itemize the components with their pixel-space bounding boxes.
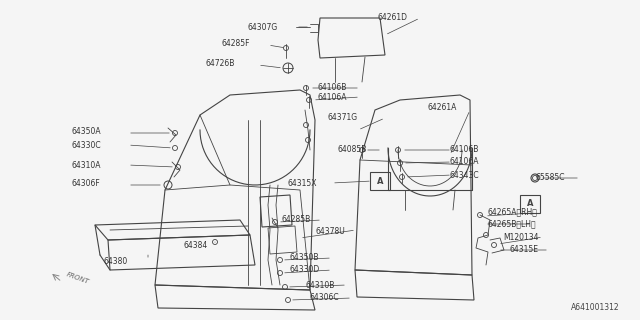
Text: 64265B〈LH〉: 64265B〈LH〉: [488, 220, 536, 228]
Text: 64330C: 64330C: [72, 140, 102, 149]
Text: FRONT: FRONT: [65, 271, 90, 285]
Text: 64310B: 64310B: [305, 281, 334, 290]
Text: 64261A: 64261A: [428, 103, 458, 113]
Text: 64307G: 64307G: [248, 22, 278, 31]
Text: 64384: 64384: [183, 242, 207, 251]
Text: 65585C: 65585C: [536, 172, 566, 181]
Text: 64285F: 64285F: [222, 38, 250, 47]
Text: 64315E: 64315E: [509, 245, 538, 254]
Text: A641001312: A641001312: [572, 303, 620, 312]
Text: 64343C: 64343C: [450, 171, 479, 180]
Text: 64265A〈RH〉: 64265A〈RH〉: [488, 207, 538, 217]
Text: 64380: 64380: [103, 257, 127, 266]
Text: M120134: M120134: [503, 233, 538, 242]
Text: 64350B: 64350B: [290, 253, 319, 262]
Text: 64106B: 64106B: [318, 83, 348, 92]
Text: 64285B: 64285B: [282, 215, 311, 225]
Text: 64085B: 64085B: [338, 146, 367, 155]
Text: 64106B: 64106B: [450, 146, 479, 155]
Text: 64106A: 64106A: [318, 92, 348, 101]
Text: 64310A: 64310A: [72, 161, 102, 170]
Text: 64306F: 64306F: [72, 180, 100, 188]
Text: 64350A: 64350A: [72, 127, 102, 137]
Text: 64261D: 64261D: [378, 12, 408, 21]
Text: 64306C: 64306C: [310, 293, 340, 302]
Bar: [370, 172, 390, 190]
Text: A: A: [377, 177, 383, 186]
Bar: [520, 195, 540, 213]
Text: 64330D: 64330D: [290, 266, 320, 275]
Text: A: A: [527, 199, 533, 209]
Text: 64378U: 64378U: [315, 227, 345, 236]
Text: 64726B: 64726B: [205, 59, 234, 68]
Text: 64315X: 64315X: [288, 179, 317, 188]
Text: 64106A: 64106A: [450, 157, 479, 166]
Text: 64371G: 64371G: [328, 113, 358, 122]
